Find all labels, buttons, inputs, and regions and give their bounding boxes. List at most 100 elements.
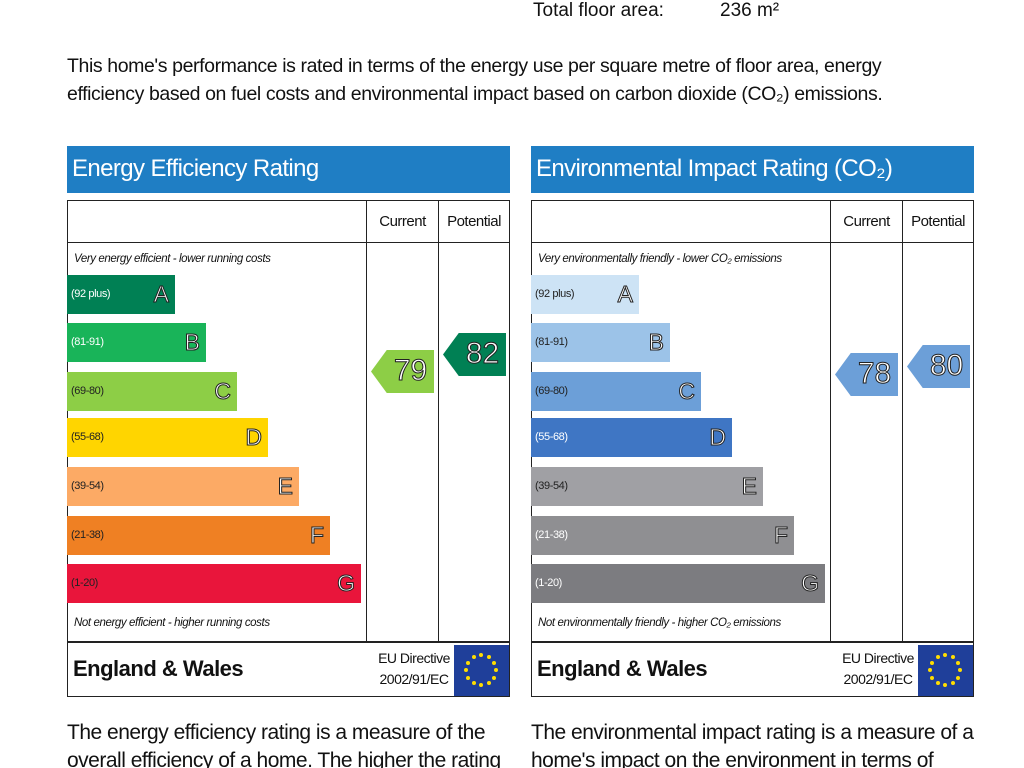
band-letter: E (741, 473, 757, 500)
band-range: (55-68) (71, 431, 104, 443)
header-line (68, 242, 509, 243)
floor-area-label: Total floor area: (533, 0, 664, 21)
flag-star (958, 668, 962, 672)
band-letter: G (801, 570, 820, 597)
potential-rating: 82 (465, 337, 500, 371)
description-line: overall efficiency of a home. The higher… (67, 749, 501, 768)
flag-star (491, 660, 496, 665)
rating-band: (81-91) B (531, 323, 670, 362)
flag-star (943, 683, 947, 687)
current-arrow: 79 (371, 350, 434, 393)
directive-line: 2002/91/EC (843, 671, 913, 687)
flag-star (479, 653, 483, 657)
flag-star (950, 680, 955, 685)
band-letter: D (245, 424, 263, 451)
flag-star (486, 680, 491, 685)
flag-star (466, 660, 470, 665)
rating-band: (92 plus) A (67, 275, 175, 314)
rating-band: (55-68) D (531, 418, 732, 457)
panel-title: Environmental Impact Rating (CO₂) (536, 155, 893, 182)
eu-flag (454, 645, 509, 696)
panel-title: Energy Efficiency Rating (72, 155, 319, 182)
rating-box: Current Potential Very environmentally fri… (531, 200, 974, 697)
band-range: (1-20) (71, 577, 98, 589)
eu-flag (918, 645, 973, 696)
rating-band: (1-20) G (531, 564, 825, 603)
flag-star (486, 655, 491, 659)
bottom-note: Not energy efficient - higher running co… (74, 617, 270, 629)
rating-band: (1-20) G (67, 564, 361, 603)
col-line (902, 201, 903, 641)
potential-rating: 80 (929, 349, 964, 383)
flag-star (491, 675, 496, 680)
flag-star (928, 668, 932, 672)
band-range: (92 plus) (71, 288, 111, 300)
band-letter: E (277, 473, 293, 500)
potential-header: Potential (911, 213, 965, 230)
rating-band: (55-68) D (67, 418, 268, 457)
band-letter: A (617, 281, 633, 308)
flag-star (935, 655, 940, 659)
band-range: (1-20) (535, 577, 562, 589)
flag-star (930, 660, 934, 665)
band-range: (81-91) (535, 336, 568, 348)
intro-line: efficiency based on fuel costs and envir… (67, 83, 883, 105)
bottom-note: Not environmentally friendly - higher CO… (538, 617, 781, 629)
band-range: (69-80) (535, 385, 568, 397)
flag-star (494, 668, 498, 672)
description-line: home's impact on the environment in term… (531, 749, 934, 768)
flag-star (466, 675, 470, 680)
band-range: (21-38) (535, 529, 568, 541)
band-letter: D (709, 424, 727, 451)
flag-star (955, 660, 960, 665)
flag-star (943, 653, 947, 657)
top-note: Very environmentally friendly - lower CO… (538, 253, 782, 265)
rating-band: (39-54) E (531, 467, 763, 506)
flag-star (955, 675, 960, 680)
directive-line: EU Directive (378, 650, 450, 666)
flag-star (935, 680, 940, 685)
intro-line: This home's performance is rated in term… (67, 55, 882, 77)
current-rating: 79 (393, 354, 428, 388)
band-range: (39-54) (71, 480, 104, 492)
region: England & Wales (537, 656, 708, 681)
current-rating: 78 (857, 357, 892, 391)
description-line: The environmental impact rating is a mea… (531, 721, 974, 744)
top-note: Very energy efficient - lower running co… (74, 253, 271, 265)
current-header: Current (843, 213, 890, 230)
band-letter: C (678, 378, 696, 405)
footer-line (68, 641, 509, 643)
panel-title-bar (531, 146, 974, 193)
band-range: (69-80) (71, 385, 104, 397)
header-line (532, 242, 973, 243)
band-letter: C (214, 378, 232, 405)
band-letter: B (184, 329, 200, 356)
band-range: (55-68) (535, 431, 568, 443)
band-letter: G (337, 570, 356, 597)
floor-area-value: 236 m² (720, 0, 780, 21)
band-letter: F (773, 522, 788, 549)
footer-line (532, 641, 973, 643)
directive-line: 2002/91/EC (379, 671, 449, 687)
band-range: (39-54) (535, 480, 568, 492)
region: England & Wales (73, 656, 244, 681)
directive-line: EU Directive (842, 650, 914, 666)
rating-band: (21-38) F (67, 516, 330, 555)
rating-band: (69-80) C (531, 372, 701, 411)
flag-star (479, 683, 483, 687)
band-letter: F (309, 522, 324, 549)
band-range: (21-38) (71, 529, 104, 541)
band-range: (81-91) (71, 336, 104, 348)
potential-header: Potential (447, 213, 501, 230)
flag-star (930, 675, 934, 680)
current-header: Current (379, 213, 426, 230)
rating-band: (21-38) F (531, 516, 794, 555)
col-line (438, 201, 439, 641)
panel-title-bar (67, 146, 510, 193)
rating-band: (92 plus) A (531, 275, 639, 314)
flag-star (471, 655, 476, 659)
flag-star (471, 680, 476, 685)
rating-band: (39-54) E (67, 467, 299, 506)
rating-band: (81-91) B (67, 323, 206, 362)
